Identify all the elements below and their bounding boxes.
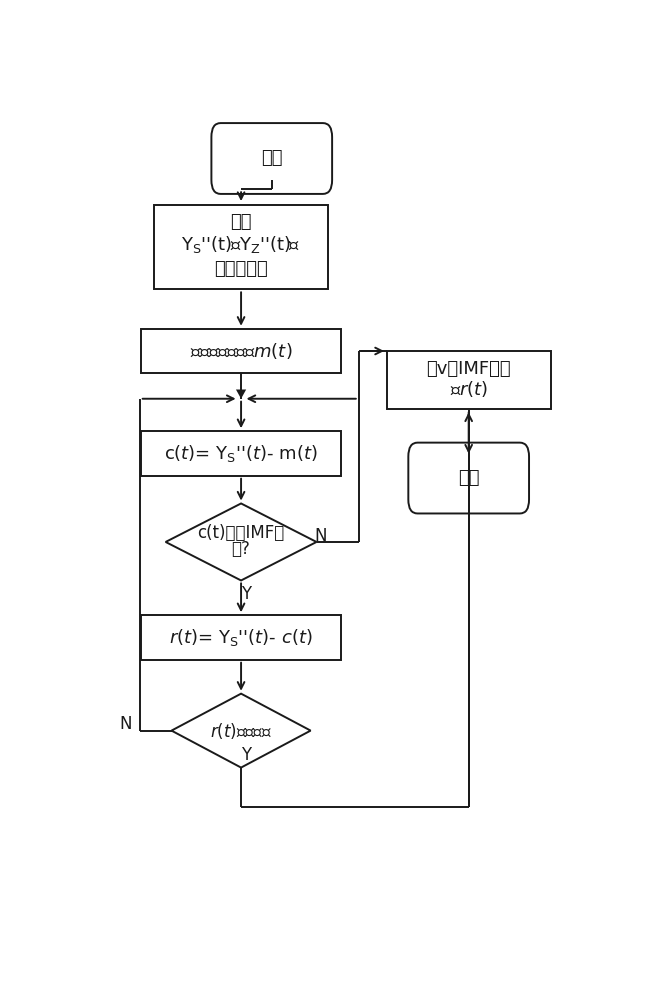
Polygon shape	[172, 694, 311, 768]
Text: 开始: 开始	[261, 149, 282, 167]
Text: Y: Y	[241, 585, 251, 603]
Text: N: N	[314, 527, 327, 545]
Bar	[141, 431, 341, 476]
Text: N: N	[119, 715, 132, 733]
Bar	[141, 329, 341, 373]
FancyBboxPatch shape	[409, 443, 529, 513]
Text: Y$_\mathregular{S}$''(t)、Y$_\mathregular{Z}$''(t)极: Y$_\mathregular{S}$''(t)、Y$_\mathregular…	[182, 234, 301, 255]
Text: c($t$)= Y$_\mathregular{S}$''($t$)- m($t$): c($t$)= Y$_\mathregular{S}$''($t$)- m($t…	[164, 443, 318, 464]
Text: 与$r(t)$: 与$r(t)$	[449, 379, 488, 399]
Text: c(t)满足IMF条: c(t)满足IMF条	[197, 524, 284, 542]
Text: 大极小值点: 大极小值点	[214, 260, 268, 278]
Bar	[387, 351, 550, 409]
Bar	[141, 615, 341, 660]
Text: 确定: 确定	[230, 213, 252, 231]
FancyBboxPatch shape	[211, 123, 332, 194]
Text: $r(t)$= Y$_\mathregular{S}$''($t$)- $c(t)$: $r(t)$= Y$_\mathregular{S}$''($t$)- $c(t…	[169, 627, 313, 648]
Text: 得v个IMF分量: 得v个IMF分量	[426, 360, 511, 378]
Polygon shape	[166, 503, 317, 580]
Bar	[154, 205, 328, 289]
Text: Y: Y	[241, 746, 251, 764]
Text: 求取包络线均值$m(t)$: 求取包络线均值$m(t)$	[190, 341, 292, 361]
Polygon shape	[236, 389, 246, 399]
Text: 件?: 件?	[232, 540, 251, 558]
Text: $r(t)$不可分？: $r(t)$不可分？	[210, 721, 272, 741]
Text: 结束: 结束	[458, 469, 479, 487]
